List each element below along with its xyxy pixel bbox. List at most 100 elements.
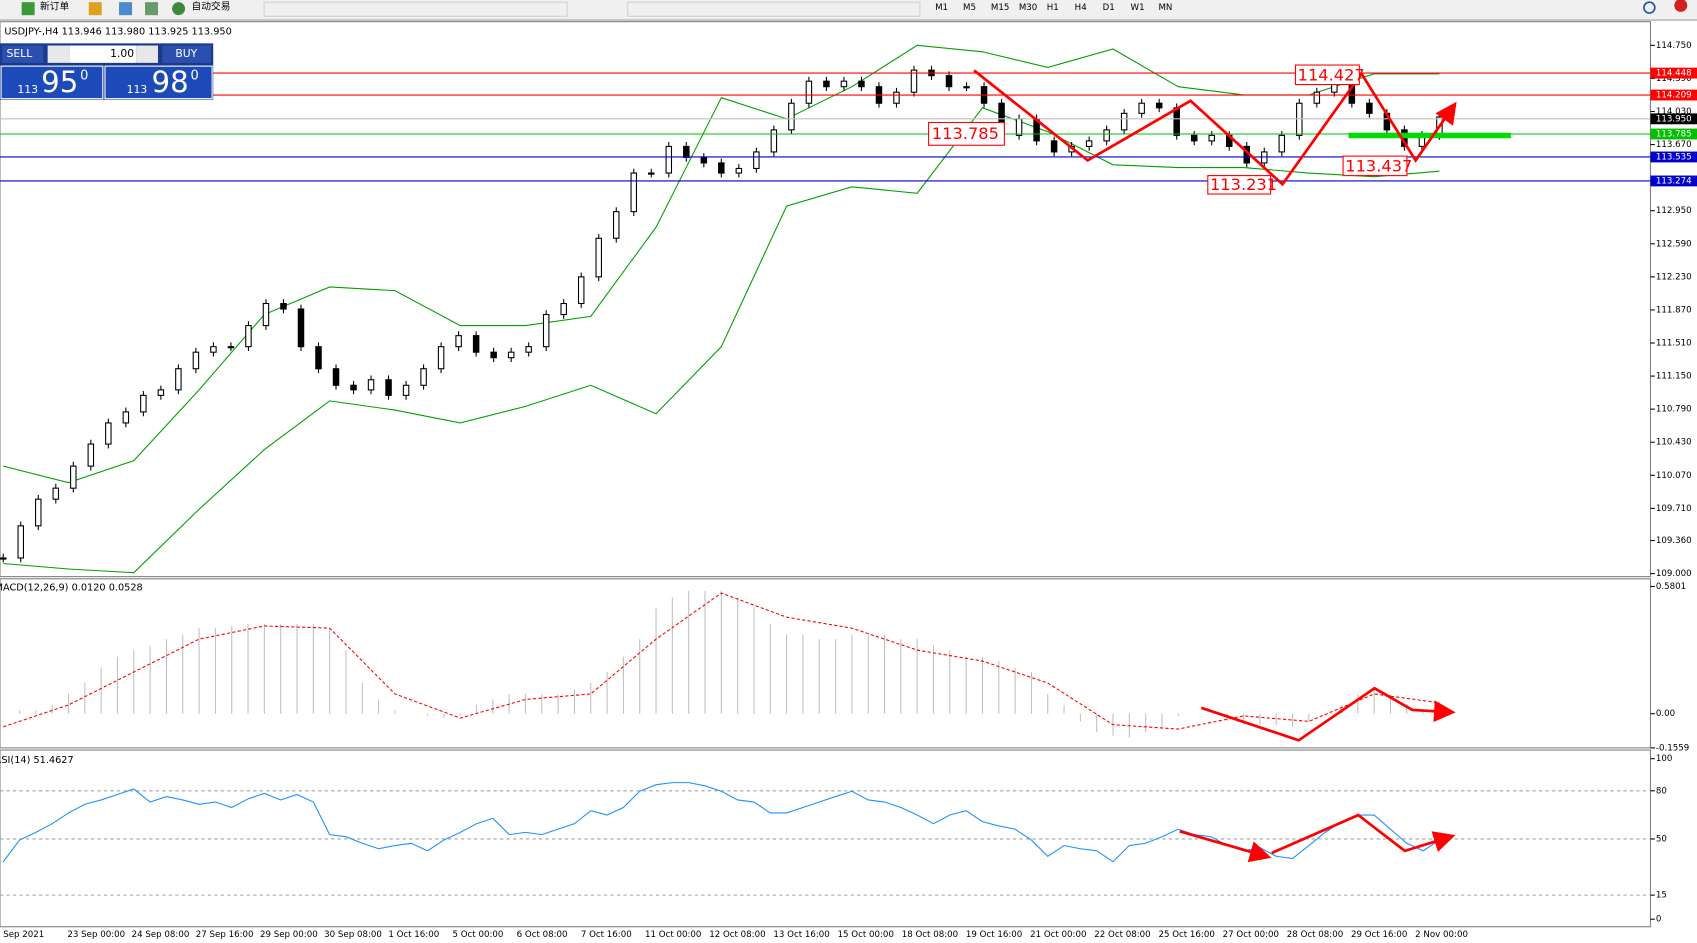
candle xyxy=(770,129,778,153)
y-tick-label: 15 xyxy=(1656,891,1667,901)
lots-up[interactable] xyxy=(136,45,159,63)
x-tick-label: 23 Sep 00:00 xyxy=(67,930,125,940)
toolbar-icon[interactable] xyxy=(119,2,133,16)
candle xyxy=(402,384,410,396)
timeframe-button[interactable]: M5 xyxy=(963,3,976,13)
candle xyxy=(0,557,7,560)
y-tick-label: 112.230 xyxy=(1656,272,1692,282)
candle xyxy=(437,346,445,370)
candle xyxy=(157,389,165,396)
macd-arrow xyxy=(1200,686,1456,742)
timeframe-button[interactable]: M15 xyxy=(991,3,1009,13)
x-tick-label: 2 Nov 00:00 xyxy=(1415,930,1468,940)
buy-price-point[interactable]: 0 xyxy=(190,68,198,83)
candle xyxy=(858,80,865,88)
candle xyxy=(1050,140,1058,153)
new-order-icon[interactable] xyxy=(21,2,35,16)
candle xyxy=(840,80,848,88)
sell-button[interactable] xyxy=(2,45,44,63)
x-tick-label: 18 Oct 08:00 xyxy=(902,930,958,940)
candle xyxy=(315,346,322,370)
annotation-box xyxy=(1294,64,1360,86)
y-tick-label: 114.750 xyxy=(1656,41,1692,51)
candle xyxy=(192,351,200,370)
auto-trading-button[interactable]: 自动交易 xyxy=(192,0,231,13)
auto-trading-icon[interactable] xyxy=(172,2,186,16)
toolbar xyxy=(0,0,1697,20)
x-tick-label: 19 Oct 16:00 xyxy=(966,930,1022,940)
timeframe-button[interactable]: M1 xyxy=(935,3,948,13)
level-label-bg xyxy=(1650,89,1697,101)
x-tick-label: 25 Oct 16:00 xyxy=(1158,930,1214,940)
x-tick-label: 27 Sep 16:00 xyxy=(196,930,254,940)
sell-price-big[interactable]: 113 xyxy=(17,83,38,96)
candle xyxy=(1015,118,1023,136)
level-label: 113.785 xyxy=(1656,129,1692,139)
buy-price-box[interactable] xyxy=(104,65,213,100)
y-tick-label: 110.430 xyxy=(1656,438,1692,448)
candle xyxy=(385,379,392,396)
candle xyxy=(262,302,270,327)
buy-price-big[interactable]: 113 xyxy=(127,83,148,96)
level-label: 113.274 xyxy=(1656,176,1692,186)
sell-price-pips[interactable]: 95 xyxy=(41,65,78,99)
candle xyxy=(700,156,708,164)
candle xyxy=(683,145,690,158)
buy-label[interactable]: BUY xyxy=(175,47,197,60)
chart-header: USDJPY-,H4 113.946 113.980 113.925 113.9… xyxy=(4,26,231,37)
timeframe-button[interactable]: W1 xyxy=(1131,3,1145,13)
search-icon[interactable] xyxy=(1643,1,1656,14)
rsi-title: RSI(14) 51.4627 xyxy=(0,755,74,766)
candle xyxy=(1190,134,1198,142)
candle xyxy=(472,335,480,353)
timeframe-button[interactable]: M30 xyxy=(1019,3,1037,13)
bid-label: 113.950 xyxy=(1656,114,1692,124)
toolbar-icon[interactable] xyxy=(145,2,159,16)
toolbar-icon[interactable] xyxy=(88,2,102,16)
annotation: 114.427 xyxy=(1298,65,1365,84)
y-tick-label: 111.150 xyxy=(1656,372,1692,382)
candle xyxy=(613,211,620,239)
y-tick-label: 0 xyxy=(1656,915,1662,925)
candle xyxy=(1085,140,1093,147)
candle xyxy=(350,384,357,391)
x-tick-label: 13 Oct 16:00 xyxy=(773,930,829,940)
buy-price-pips[interactable]: 98 xyxy=(152,65,189,99)
level-label: 114.448 xyxy=(1656,69,1692,79)
y-tick-label: 0.00 xyxy=(1656,709,1675,719)
y-tick-label: 100 xyxy=(1656,754,1673,764)
level-label-bg xyxy=(1650,67,1697,79)
new-order-button[interactable]: 新订单 xyxy=(40,0,69,13)
buy-button[interactable] xyxy=(162,45,212,63)
sell-price-box[interactable] xyxy=(0,65,104,100)
timeframe-button[interactable]: MN xyxy=(1158,3,1172,13)
bid-label-bg xyxy=(1650,113,1697,125)
candle xyxy=(420,368,427,386)
candle xyxy=(577,276,585,305)
candle xyxy=(1120,112,1128,131)
macd-area xyxy=(0,578,1652,749)
sell-price-point[interactable]: 0 xyxy=(80,68,88,83)
lots-input[interactable] xyxy=(69,45,137,63)
x-tick-label: 12 Oct 08:00 xyxy=(709,930,765,940)
y-tick-label: 110.790 xyxy=(1656,405,1692,415)
timeframe-button[interactable]: H4 xyxy=(1075,3,1087,13)
timeframe-button[interactable]: D1 xyxy=(1103,3,1115,13)
sell-label[interactable]: SELL xyxy=(6,47,32,60)
lots-value[interactable]: 1.00 xyxy=(110,47,134,60)
candle xyxy=(332,368,340,386)
candle xyxy=(805,80,813,104)
x-tick-label: Sep 2021 xyxy=(3,930,44,940)
y-tick-label: 111.870 xyxy=(1656,305,1692,315)
x-tick-label: 21 Oct 00:00 xyxy=(1030,930,1086,940)
candle xyxy=(560,302,567,316)
candle xyxy=(630,172,638,213)
y-tick-label: 113.670 xyxy=(1656,140,1692,150)
annotation: 113.437 xyxy=(1345,156,1412,175)
y-tick-label: 50 xyxy=(1656,834,1667,844)
candle xyxy=(210,346,217,353)
notify-icon[interactable] xyxy=(1674,0,1688,12)
lots-down[interactable] xyxy=(47,45,70,63)
zigzag-arrow xyxy=(973,69,1457,187)
timeframe-button[interactable]: H1 xyxy=(1047,3,1059,13)
